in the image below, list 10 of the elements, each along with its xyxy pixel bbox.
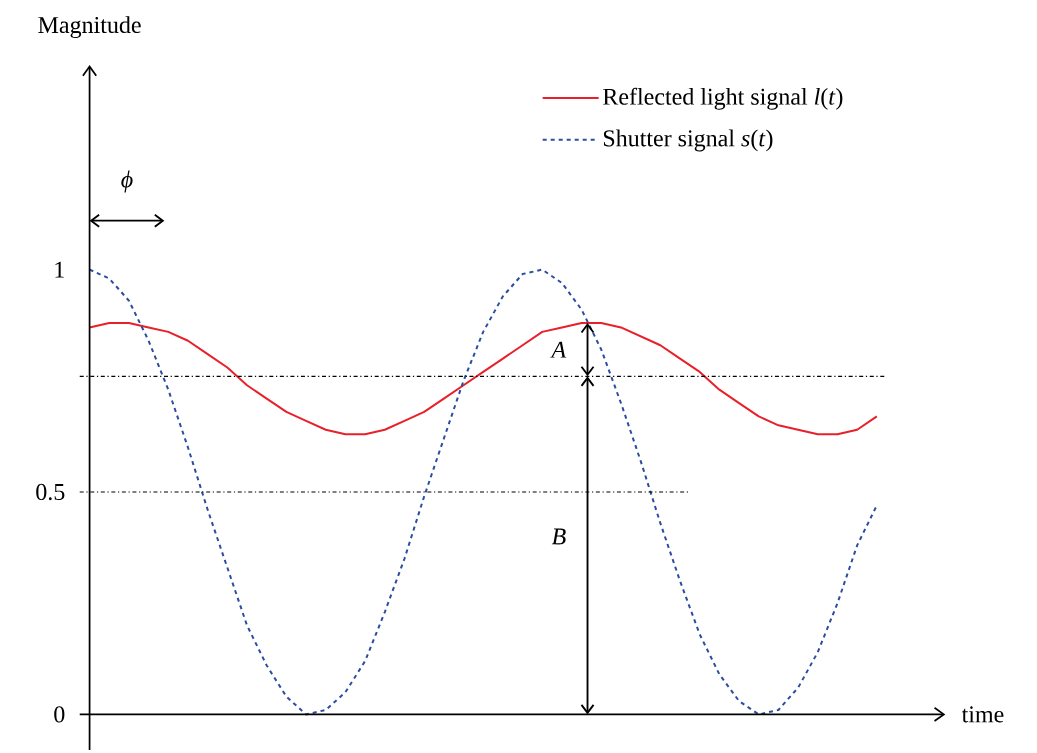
annotation: B bbox=[551, 528, 566, 545]
x-axis-title: time bbox=[961, 706, 1004, 723]
legend-label: Reflected light signal l(t) bbox=[603, 87, 843, 110]
annotation: ϕ bbox=[121, 170, 133, 193]
y-tick-label: 0 bbox=[54, 706, 65, 723]
annotation: A bbox=[550, 341, 567, 358]
y-tick-label: 1 bbox=[55, 261, 64, 278]
y-axis-title: Magnitude bbox=[38, 16, 141, 39]
y-tick-label: 0.5 bbox=[36, 483, 65, 501]
legend-label: Shutter signal s(t) bbox=[603, 129, 773, 152]
